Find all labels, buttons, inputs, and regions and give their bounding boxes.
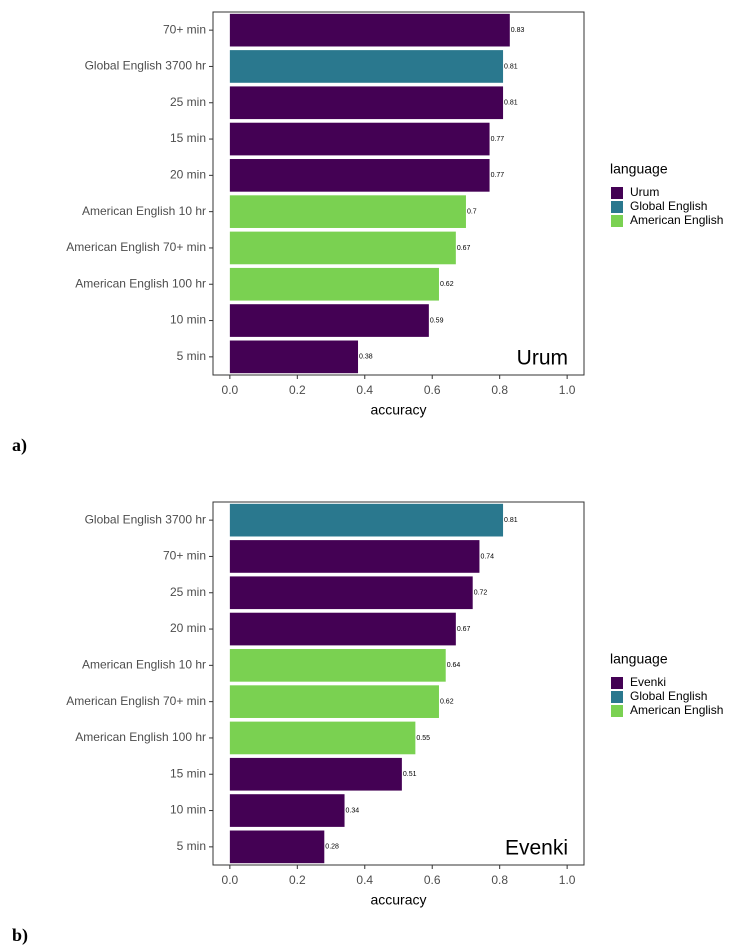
legend-label: Urum bbox=[630, 185, 659, 199]
y-tick-label: 5 min bbox=[177, 839, 206, 853]
value-label: 0.59 bbox=[430, 317, 444, 324]
y-tick-label: 25 min bbox=[170, 585, 206, 599]
value-label: 0.64 bbox=[447, 662, 461, 669]
panel-border bbox=[212, 11, 585, 376]
bar bbox=[229, 503, 504, 537]
x-tick-label: 1.0 bbox=[559, 873, 576, 887]
x-tick-label: 0.6 bbox=[424, 383, 441, 397]
x-tick-label: 0.2 bbox=[289, 383, 306, 397]
value-label: 0.72 bbox=[474, 590, 488, 597]
value-label: 0.7 bbox=[467, 208, 477, 215]
value-label: 0.34 bbox=[346, 807, 360, 814]
bar bbox=[229, 159, 490, 192]
value-label: 0.81 bbox=[504, 100, 518, 107]
legend-title: language bbox=[610, 161, 668, 177]
legend-swatch bbox=[611, 677, 623, 689]
y-tick-label: Global English 3700 hr bbox=[85, 512, 206, 526]
panel-label: a) bbox=[12, 435, 27, 456]
y-tick-label: American English 70+ min bbox=[66, 240, 206, 254]
y-tick-label: 25 min bbox=[170, 95, 206, 109]
legend-label: American English bbox=[630, 213, 723, 227]
value-label: 0.74 bbox=[480, 553, 494, 560]
legend-label: Global English bbox=[630, 199, 707, 213]
y-tick-label: American English 100 hr bbox=[75, 276, 206, 290]
legend-title: language bbox=[610, 651, 668, 667]
value-label: 0.77 bbox=[491, 172, 505, 179]
x-tick-label: 0.4 bbox=[356, 383, 373, 397]
legend-swatch bbox=[611, 691, 623, 703]
bar bbox=[229, 122, 490, 156]
legend-swatch bbox=[611, 705, 623, 717]
panel-label: b) bbox=[12, 925, 28, 946]
value-label: 0.62 bbox=[440, 698, 454, 705]
value-label: 0.81 bbox=[504, 63, 518, 70]
value-label: 0.67 bbox=[457, 626, 471, 633]
panel-border bbox=[212, 501, 585, 866]
x-tick-label: 0.6 bbox=[424, 873, 441, 887]
y-tick-label: 15 min bbox=[170, 766, 206, 780]
value-label: 0.55 bbox=[416, 735, 430, 742]
y-tick-label: 5 min bbox=[177, 349, 206, 363]
y-tick-label: American English 100 hr bbox=[75, 730, 206, 744]
bar bbox=[229, 50, 504, 83]
x-axis-label: accuracy bbox=[370, 402, 426, 418]
bar bbox=[229, 304, 429, 337]
value-label: 0.83 bbox=[511, 27, 525, 34]
value-label: 0.62 bbox=[440, 281, 454, 288]
legend-swatch bbox=[611, 201, 623, 213]
x-tick-label: 0.0 bbox=[222, 383, 239, 397]
bar bbox=[229, 612, 456, 646]
bar bbox=[229, 830, 325, 864]
bar bbox=[229, 576, 473, 610]
x-tick-label: 1.0 bbox=[559, 383, 576, 397]
bar bbox=[229, 267, 439, 301]
y-tick-label: Global English 3700 hr bbox=[85, 59, 206, 73]
bar bbox=[229, 195, 466, 228]
y-tick-label: 70+ min bbox=[163, 22, 206, 36]
value-label: 0.81 bbox=[504, 517, 518, 524]
x-tick-label: 0.0 bbox=[222, 873, 239, 887]
bar bbox=[229, 86, 504, 120]
x-axis-label: accuracy bbox=[370, 892, 426, 908]
x-tick-label: 0.8 bbox=[491, 873, 508, 887]
bar bbox=[229, 685, 439, 718]
y-tick-label: 70+ min bbox=[163, 549, 206, 563]
legend-swatch bbox=[611, 215, 623, 227]
legend-label: American English bbox=[630, 703, 723, 717]
y-tick-label: American English 70+ min bbox=[66, 694, 206, 708]
x-tick-label: 0.2 bbox=[289, 873, 306, 887]
legend-label: Global English bbox=[630, 689, 707, 703]
value-label: 0.38 bbox=[359, 354, 373, 361]
legend-swatch bbox=[611, 187, 623, 199]
y-tick-label: 20 min bbox=[170, 168, 206, 182]
y-tick-label: American English 10 hr bbox=[82, 204, 206, 218]
value-label: 0.67 bbox=[457, 245, 471, 252]
annotation: Urum bbox=[517, 347, 568, 370]
bar bbox=[229, 794, 345, 827]
legend-label: Evenki bbox=[630, 675, 666, 689]
y-tick-label: American English 10 hr bbox=[82, 658, 206, 672]
x-tick-label: 0.8 bbox=[491, 383, 508, 397]
y-tick-label: 15 min bbox=[170, 131, 206, 145]
value-label: 0.28 bbox=[325, 844, 339, 851]
bar bbox=[229, 649, 446, 682]
annotation: Evenki bbox=[505, 837, 568, 860]
bar bbox=[229, 721, 416, 755]
bar bbox=[229, 757, 402, 791]
bar bbox=[229, 340, 359, 374]
y-tick-label: 10 min bbox=[170, 313, 206, 327]
bar bbox=[229, 540, 480, 573]
bar bbox=[229, 231, 456, 265]
value-label: 0.77 bbox=[491, 136, 505, 143]
y-tick-label: 20 min bbox=[170, 621, 206, 635]
bar bbox=[229, 13, 510, 47]
value-label: 0.51 bbox=[403, 771, 417, 778]
y-tick-label: 10 min bbox=[170, 803, 206, 817]
x-tick-label: 0.4 bbox=[356, 873, 373, 887]
